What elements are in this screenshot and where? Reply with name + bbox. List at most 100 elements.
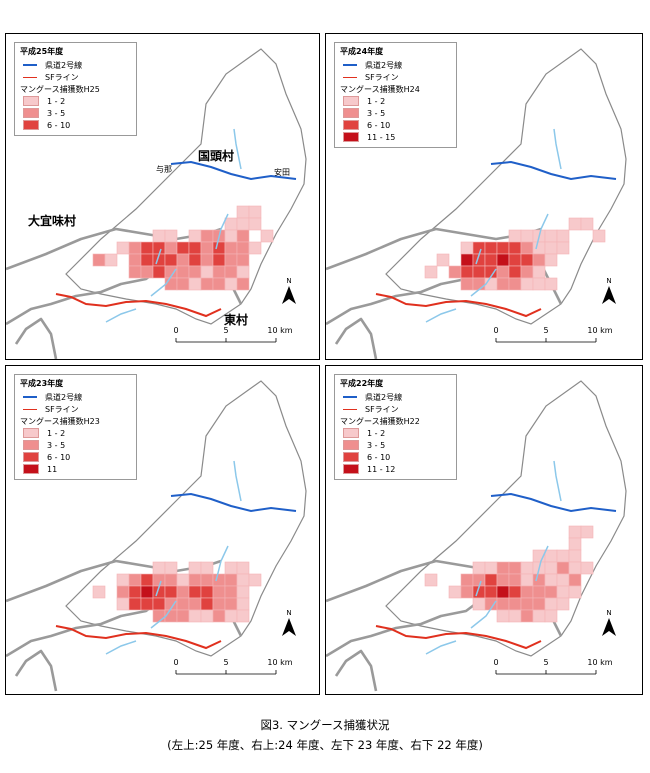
figure-caption-subtitle: (左上:25 年度、右上:24 年度、左下 23 年度、右下 22 年度) — [167, 738, 483, 752]
capture-cell — [424, 573, 438, 587]
capture-cell — [92, 253, 106, 267]
capture-cell — [176, 277, 190, 291]
capture-cell — [200, 241, 214, 255]
legend-road: 県道2号線 — [340, 59, 450, 71]
capture-cell — [188, 277, 202, 291]
capture-cell — [532, 609, 546, 623]
capture-cell — [508, 573, 522, 587]
capture-grid — [92, 205, 274, 291]
capture-cell — [140, 253, 154, 267]
capture-cell — [248, 205, 262, 219]
legend-class: 11 — [20, 463, 130, 475]
capture-cell — [152, 241, 166, 255]
capture-cell — [200, 585, 214, 599]
capture-cell — [236, 277, 250, 291]
capture-cell — [152, 597, 166, 611]
capture-cell — [484, 585, 498, 599]
capture-cell — [176, 241, 190, 255]
capture-cell — [544, 609, 558, 623]
capture-cell — [544, 241, 558, 255]
legend-class: 6 - 10 — [20, 119, 130, 131]
capture-cell — [224, 609, 238, 623]
capture-cell — [592, 229, 606, 243]
legend-class: 1 - 2 — [340, 427, 450, 439]
capture-cell — [532, 277, 546, 291]
capture-cell — [164, 241, 178, 255]
capture-cell — [140, 265, 154, 279]
capture-cell — [508, 585, 522, 599]
legend-class: 1 - 2 — [340, 95, 450, 107]
capture-cell — [436, 253, 450, 267]
capture-cell — [520, 229, 534, 243]
capture-cell — [200, 229, 214, 243]
capture-cell — [568, 585, 582, 599]
capture-cell — [532, 253, 546, 267]
capture-cell — [236, 253, 250, 267]
capture-cell — [508, 561, 522, 575]
capture-cell — [544, 253, 558, 267]
map-canvas: N 0 5 10 km — [6, 48, 307, 359]
scale-tick-label: 10 km — [267, 658, 292, 667]
prefectural-road-2 — [170, 492, 297, 513]
capture-cell — [188, 585, 202, 599]
capture-cell — [424, 265, 438, 279]
capture-cell — [236, 573, 250, 587]
capture-cell — [248, 573, 262, 587]
legend-class: 1 - 2 — [20, 427, 130, 439]
capture-cell — [212, 573, 226, 587]
capture-cell — [236, 217, 250, 231]
capture-cell — [472, 277, 486, 291]
capture-cell — [484, 573, 498, 587]
capture-cell — [448, 265, 462, 279]
capture-cell — [460, 585, 474, 599]
capture-cell — [544, 277, 558, 291]
scale-tick-label: 0 — [173, 658, 178, 667]
capture-cell — [212, 265, 226, 279]
legend-sf: SFライン — [340, 71, 450, 83]
capture-cell — [580, 525, 594, 539]
north-arrow-icon — [282, 286, 296, 304]
capture-cell — [472, 561, 486, 575]
scale-tick-label: 0 — [173, 326, 178, 335]
capture-cell — [544, 229, 558, 243]
capture-cell — [188, 253, 202, 267]
capture-cell — [568, 549, 582, 563]
north-arrow-icon — [602, 618, 616, 636]
legend-road: 県道2号線 — [340, 391, 450, 403]
capture-cell — [188, 609, 202, 623]
capture-cell — [484, 241, 498, 255]
sf-line — [55, 293, 222, 318]
scale-bar — [175, 670, 277, 675]
place-ada: 安田 — [274, 168, 290, 177]
capture-cell — [508, 265, 522, 279]
capture-cell — [556, 597, 570, 611]
north-arrow-icon — [282, 618, 296, 636]
capture-cell — [116, 597, 130, 611]
capture-cell — [484, 253, 498, 267]
capture-cell — [176, 573, 190, 587]
capture-cell — [152, 265, 166, 279]
capture-cell — [544, 549, 558, 563]
capture-cell — [544, 585, 558, 599]
capture-cell — [520, 609, 534, 623]
capture-cell — [496, 561, 510, 575]
north-label: N — [606, 609, 611, 617]
capture-cell — [128, 597, 142, 611]
capture-cell — [568, 217, 582, 231]
capture-cell — [128, 585, 142, 599]
capture-cell — [520, 253, 534, 267]
map-panel-1: N 0 5 10 km 平成25年度 県道2号線 SFライン マングース捕獲数H25 1 - 2… — [5, 33, 320, 360]
capture-grid — [424, 217, 606, 291]
map-canvas: N 0 5 10 km — [326, 380, 627, 692]
legend-count-label: マングース捕獲数H24 — [340, 85, 420, 94]
scale-tick-label: 0 — [493, 326, 498, 335]
capture-cell — [556, 229, 570, 243]
capture-cell — [580, 561, 594, 575]
capture-cell — [532, 241, 546, 255]
capture-cell — [496, 241, 510, 255]
capture-cell — [496, 573, 510, 587]
north-label: N — [286, 277, 291, 285]
capture-cell — [224, 597, 238, 611]
